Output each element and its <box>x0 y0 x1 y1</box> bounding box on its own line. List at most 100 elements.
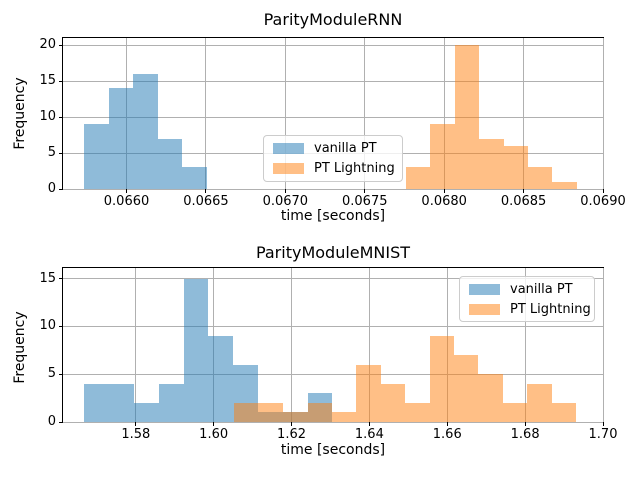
x-tick-label: 1.62 <box>277 427 306 442</box>
gridline-x <box>523 38 525 189</box>
histogram-bar-pt-lightning <box>454 45 480 189</box>
x-tick-mark <box>135 422 137 426</box>
histogram-bar-vanilla-pt <box>134 402 159 422</box>
y-tick-mark <box>59 373 63 375</box>
x-tick-label: 0.0690 <box>580 194 626 209</box>
gridline-x <box>602 38 604 189</box>
x-tick-mark <box>291 422 293 426</box>
y-tick-mark <box>59 278 63 280</box>
legend-item-pt-lightning: PT Lightning <box>469 302 591 317</box>
histogram-bar-pt-lightning <box>502 402 528 422</box>
legend-swatch-pt-lightning <box>469 303 500 315</box>
histogram-bar-pt-lightning <box>503 145 529 189</box>
y-tick-label: 0 <box>47 414 56 429</box>
y-tick-mark <box>59 116 63 118</box>
gridline-y <box>63 116 603 118</box>
x-tick-mark <box>126 189 128 193</box>
y-tick-label: 10 <box>39 109 56 125</box>
gridline-x <box>602 268 604 422</box>
histogram-bar-vanilla-pt <box>182 167 207 189</box>
histogram-bar-vanilla-pt <box>208 335 234 422</box>
histogram-bar-vanilla-pt <box>108 88 134 189</box>
histogram-bar-vanilla-pt <box>133 73 158 189</box>
y-tick-mark <box>59 80 63 82</box>
gridline-y <box>63 44 603 46</box>
gridline-y <box>63 421 603 423</box>
histogram-bar-pt-lightning <box>356 364 381 422</box>
histogram-bar-vanilla-pt <box>157 138 183 189</box>
x-tick-mark <box>364 189 366 193</box>
y-tick-label: 20 <box>39 37 56 53</box>
legend: vanilla PT PT Lightning <box>459 276 595 322</box>
histogram-bar-pt-lightning <box>331 412 357 422</box>
histogram-bar-pt-lightning <box>454 355 479 422</box>
y-tick-label: 0 <box>47 181 56 196</box>
gridline-y <box>63 373 603 375</box>
histogram-bar-pt-lightning <box>234 402 259 422</box>
histogram-bar-vanilla-pt <box>84 124 109 189</box>
x-tick-label: 0.0665 <box>183 194 229 209</box>
plot1-axes: 0.0660 0.0665 0.0670 0.0675 0.0680 0.0685 0.06… <box>39 37 626 209</box>
x-tick-mark <box>602 422 604 426</box>
gridline-y <box>63 278 603 280</box>
x-tick-label: 1.68 <box>510 427 540 442</box>
legend-item-vanilla-pt: vanilla PT <box>469 282 585 297</box>
x-tick-mark <box>368 422 370 426</box>
y-tick-mark <box>59 421 63 423</box>
histogram-bar-pt-lightning <box>430 124 455 189</box>
x-tick-label: 1.58 <box>121 427 151 442</box>
legend: vanilla PT PT Lightning <box>263 135 403 182</box>
histogram-bar-pt-lightning <box>528 167 553 189</box>
legend-label: PT Lightning <box>314 161 395 176</box>
gridline-y <box>63 325 603 327</box>
legend-swatch-pt-lightning <box>273 163 304 174</box>
x-tick-mark <box>524 422 526 426</box>
gridline-x <box>524 268 526 422</box>
gridline-x <box>284 38 286 189</box>
x-tick-mark <box>284 189 286 193</box>
x-tick-mark <box>213 422 215 426</box>
x-tick-mark <box>205 189 207 193</box>
gridline-x <box>205 38 207 189</box>
gridline-x <box>443 38 445 189</box>
gridline-x <box>135 268 137 422</box>
x-tick-mark <box>443 189 445 193</box>
histogram-bar-pt-lightning <box>307 402 332 422</box>
x-tick-label: 0.0660 <box>103 194 150 209</box>
histogram-bar-pt-lightning <box>405 402 430 422</box>
y-tick-label: 5 <box>47 366 56 382</box>
legend-label: PT Lightning <box>510 301 591 317</box>
x-tick-mark <box>602 189 604 193</box>
legend-label: vanilla PT <box>510 281 573 297</box>
y-tick-label: 15 <box>39 73 56 89</box>
histogram-bar-vanilla-pt <box>109 383 134 422</box>
histogram-bar-pt-lightning <box>551 402 577 422</box>
x-tick-mark <box>446 422 448 426</box>
legend-item-pt-lightning: PT Lightning <box>273 161 395 176</box>
plot2-xlabel: time [seconds] <box>280 442 386 458</box>
gridline-y <box>63 188 603 190</box>
gridline-x <box>291 268 293 422</box>
x-tick-mark <box>523 189 525 193</box>
x-tick-label: 0.0670 <box>262 194 309 209</box>
y-tick-label: 15 <box>39 270 56 286</box>
x-tick-label: 1.60 <box>199 427 229 442</box>
legend-label: vanilla PT <box>314 141 377 156</box>
x-tick-label: 0.0685 <box>500 194 547 209</box>
gridline-y <box>63 80 603 82</box>
histogram-bar-vanilla-pt <box>183 278 209 422</box>
histogram-bar-vanilla-pt <box>84 383 110 422</box>
gridline-x <box>368 268 370 422</box>
x-tick-label: 1.64 <box>354 427 384 442</box>
legend-item-vanilla-pt: vanilla PT <box>273 141 393 156</box>
y-tick-mark <box>59 325 63 327</box>
plot2-axes: 1.58 1.60 1.62 1.64 1.66 1.68 1.70 0 5 10 15 vanill… <box>39 267 617 442</box>
histogram-bar-pt-lightning <box>527 383 552 422</box>
plot2-title: ParityModuleMNIST <box>255 243 411 262</box>
histogram-bar-pt-lightning <box>283 412 308 422</box>
x-tick-label: 1.70 <box>588 427 618 442</box>
y-tick-mark <box>59 152 63 154</box>
histogram-bar-pt-lightning <box>380 383 406 422</box>
histogram-bar-pt-lightning <box>479 138 504 189</box>
